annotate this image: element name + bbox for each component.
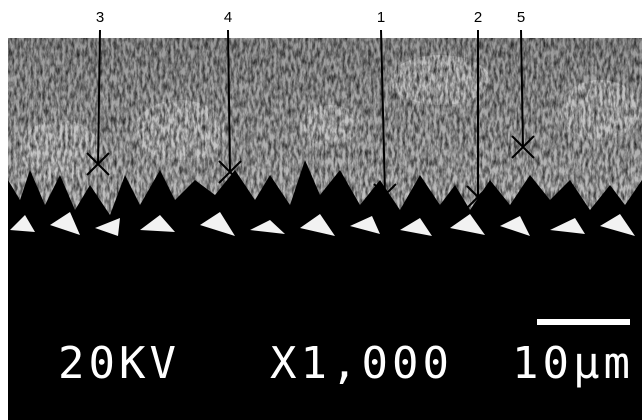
marker-label: 2 <box>474 9 482 26</box>
marker-label: 1 <box>377 9 385 26</box>
marker-label: 3 <box>96 9 104 26</box>
scale-bar <box>537 319 630 325</box>
micrograph: 3 4 1 2 5 20KV X1,000 10μm <box>0 0 642 420</box>
marker-label: 4 <box>224 9 232 26</box>
magnification: X1,000 <box>270 338 453 389</box>
marker-label: 5 <box>517 9 525 26</box>
scale-label: 10μm <box>512 338 634 389</box>
voltage: 20KV <box>58 338 180 389</box>
